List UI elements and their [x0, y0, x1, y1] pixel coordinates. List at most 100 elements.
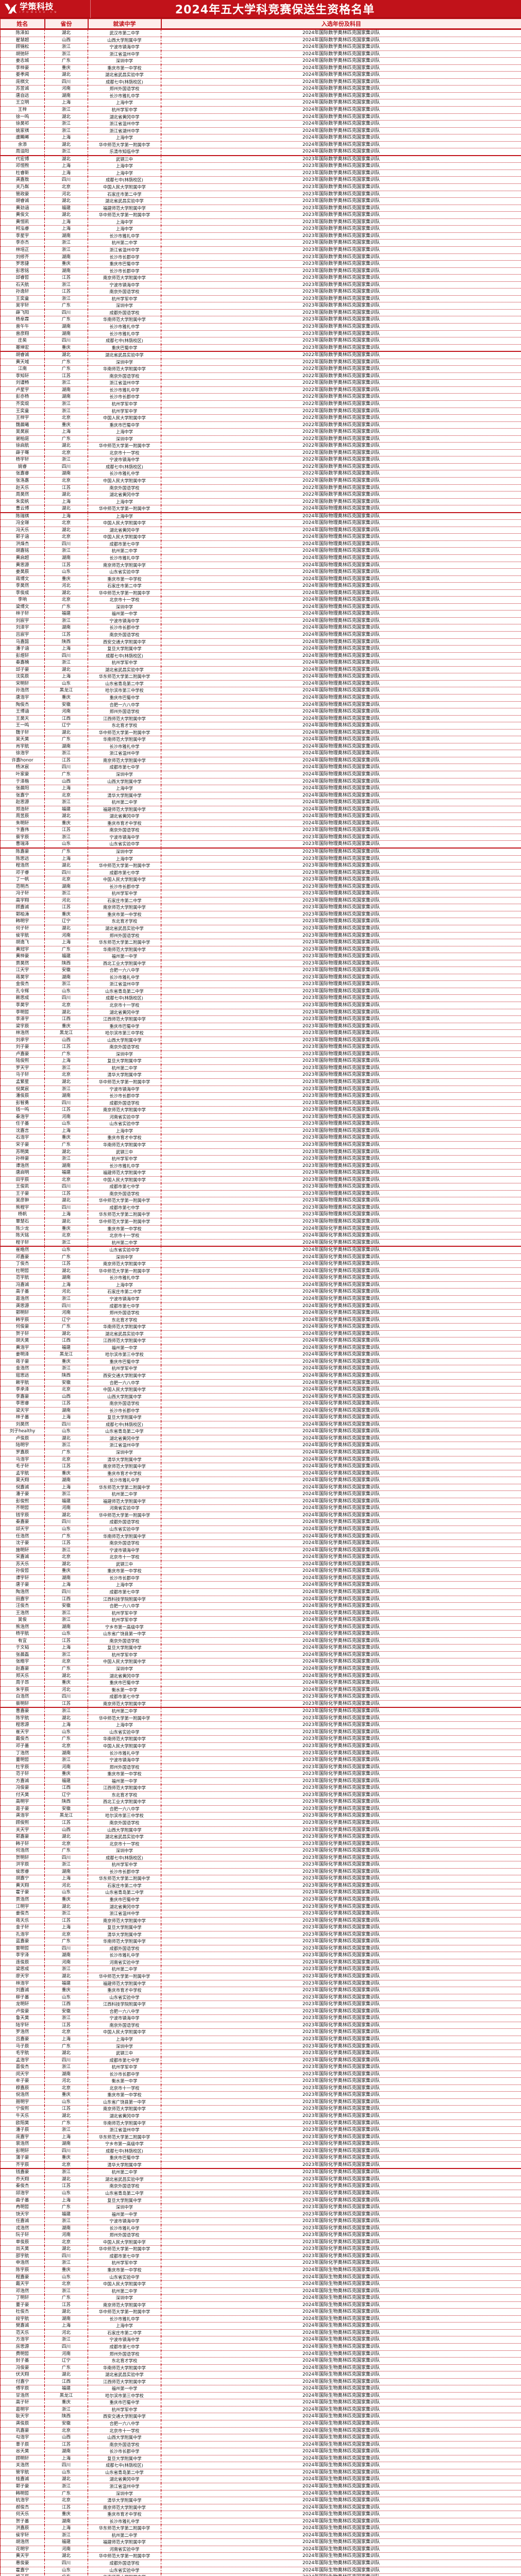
subject-year-cell: 2024年国际化学奥林匹克国家集训队 [161, 1386, 521, 1394]
student-name-cell: 贺子轩 [0, 1330, 45, 1338]
province-cell: 河南 [44, 1113, 88, 1121]
school-cell: 上海中学 [88, 2036, 161, 2043]
province-cell: 广东 [44, 1449, 88, 1456]
province-cell: 湖北 [44, 812, 88, 820]
subject-year-cell: 2022年国际数学奥林匹克国家集训队 [161, 400, 521, 408]
subject-year-cell: 2024年国际化学奥林匹克国家集训队 [161, 1323, 521, 1331]
subject-year-cell: 2024年国际化学奥林匹克国家集训队 [161, 1470, 521, 1478]
school-cell: 杭州第二中学 [88, 1707, 161, 1715]
table-row: 李星宇 湖南 长沙市雅礼中学 2023年国际数学奥林匹克国家集训队 [0, 232, 521, 240]
subject-year-cell: 2024年国际化学奥林匹克国家集训队 [161, 1644, 521, 1652]
table-row: 郭嘉豪 湖北 湖北省武昌实验中学 2023年国际化学奥林匹克国家集训队 [0, 1833, 521, 1841]
subject-year-cell: 2023年国际化学奥林匹克国家集训队 [161, 1987, 521, 1994]
school-cell: 长沙市雅礼中学 [88, 323, 161, 331]
student-name-cell: 关浩然 [0, 2462, 45, 2469]
table-row: 孙浩然 黑龙江 哈尔滨市第三中学校 2024年国际物理奥林匹克国家集训队 [0, 687, 521, 694]
student-name-cell: 梁天宇 [0, 1407, 45, 1415]
province-cell: 山东 [44, 680, 88, 688]
table-row: 侯宇轩 浙江 杭州第二中学 2024年国际生物奥林匹克国家集训队 [0, 2532, 521, 2539]
province-cell: 上海 [44, 2322, 88, 2330]
table-row: 孟繁星 湖北 华中师范大学第一附属中学 2023年国际物理奥林匹克国家集训队 [0, 1078, 521, 1086]
subject-year-cell: 2023年国际物理奥林匹克国家集训队 [161, 862, 521, 870]
subject-year-cell: 2023年国际化学奥林匹克国家集训队 [161, 2161, 521, 2169]
province-cell: 陕西 [44, 1798, 88, 1806]
table-row: 秦俊杰 江苏 南京外国语学校 2023年国际化学奥林匹克国家集训队 [0, 2182, 521, 2190]
student-name-cell: 黄启超 [0, 554, 45, 562]
student-name-cell: 霍嘉宁 [0, 2567, 45, 2574]
province-cell: 北京 [44, 2427, 88, 2435]
table-row: 何子轩 湖北 湖北省武昌实验中学 2023年国际物理奥林匹克国家集训队 [0, 925, 521, 933]
table-row: 胡天昊 江西 江西师范大学附属中学 2024年国际化学奥林匹克国家集训队 [0, 1337, 521, 1345]
student-name-cell: 侯思睿 [0, 1868, 45, 1876]
school-cell: 北京市十一学校 [88, 2427, 161, 2435]
school-cell: 华中师范大学第一附属中学 [88, 1973, 161, 1980]
subject-year-cell: 2023年国际物理奥林匹克国家集训队 [161, 1029, 521, 1037]
student-name-cell: 崔天宇 [0, 1728, 45, 1736]
school-cell: 上海中学 [88, 99, 161, 107]
subject-year-cell: 2023年国际化学奥林匹克国家集训队 [161, 2211, 521, 2218]
subject-year-cell: 2024年国际物理奥林匹克国家集训队 [161, 743, 521, 751]
subject-year-cell: 2024年国际数学奥林匹克国家集训队 [161, 29, 521, 37]
student-name-cell: 丁一帆 [0, 876, 45, 884]
table-row: 丁俊杰 江苏 南京师范大学附属中学 2024年国际化学奥林匹克国家集训队 [0, 1260, 521, 1268]
student-name-cell: 穆嘉辰 [0, 2084, 45, 2092]
table-row: 蔡明轩 江苏 南京师范大学附属中学 2023年国际化学奥林匹克国家集训队 [0, 1700, 521, 1708]
table-row: 魏子轩 湖北 华中师范大学第一附属中学 2024年国际物理奥林匹克国家集训队 [0, 729, 521, 737]
subject-year-cell: 2024年国际物理奥林匹克国家集训队 [161, 589, 521, 597]
table-row: 陈少龙 重庆 重庆市第一中学校 2024年国际化学奥林匹克国家集训队 [0, 1225, 521, 1233]
table-row: 宋明轩 山东 山东省青岛第二中学 2024年国际物理奥林匹克国家集训队 [0, 680, 521, 688]
student-name-cell: 胡逸飞 [0, 939, 45, 946]
table-row: 贺子墨 湖南 长沙市雅礼中学 2024年国际生物奥林匹克国家集训队 [0, 2518, 521, 2526]
school-cell: 深圳中学 [88, 1665, 161, 1673]
subject-year-cell: 2024年国际数学奥林匹克国家集训队 [161, 57, 521, 65]
province-cell: 上海 [44, 134, 88, 142]
province-cell: 山东 [44, 1526, 88, 1533]
subject-year-cell: 2023年国际物理奥林匹克国家集训队 [161, 1009, 521, 1016]
school-cell: 长沙市雅礼中学 [88, 2518, 161, 2526]
student-name-cell: 蹇坤宏 [0, 344, 45, 352]
table-row: 胡嘉宁 上海 华东师范大学第二附属中学 2023年国际化学奥林匹克国家集训队 [0, 1875, 521, 1883]
student-name-cell: 管政豪 [0, 191, 45, 198]
school-cell: 宁乡市第一高级中学 [88, 1623, 161, 1631]
student-name-cell: 王梓宇 [0, 414, 45, 422]
student-name-cell: 王一鸣 [0, 722, 45, 730]
province-cell: 山东 [44, 568, 88, 576]
province-cell: 浙江 [44, 127, 88, 135]
table-row: 顾锦松 浙江 宁波市镇海中学 2024年国际数学奥林匹克国家集训队 [0, 43, 521, 51]
subject-year-cell: 2023年国际数学奥林匹克国家集训队 [161, 176, 521, 184]
school-cell: 湖北省武昌实验中学 [88, 1330, 161, 1338]
province-cell: 重庆 [44, 2511, 88, 2518]
student-name-cell: 戴天宇 [0, 2280, 45, 2288]
province-cell: 湖北 [44, 491, 88, 499]
subject-year-cell: 2023年国际化学奥林匹克国家集训队 [161, 1707, 521, 1715]
province-cell: 湖北 [44, 141, 88, 149]
school-cell: 北京市十一学校 [88, 1002, 161, 1009]
school-cell: 东北育才学校 [88, 918, 161, 925]
student-name-cell: 李承泽 [0, 1386, 45, 1394]
student-name-cell: 黄浩宇 [0, 1344, 45, 1352]
province-cell: 辽宁 [44, 2357, 88, 2365]
province-cell: 北京 [44, 2084, 88, 2092]
province-cell: 湖北 [44, 1512, 88, 1519]
province-cell: 福建 [44, 2385, 88, 2393]
school-cell: 上海中学 [88, 1581, 161, 1589]
student-name-cell: 宋嘉诚 [0, 1553, 45, 1561]
table-row: 叶家豪 广东 深圳中学 2024年国际物理奥林匹克国家集训队 [0, 771, 521, 778]
subject-year-cell: 2023年国际物理奥林匹克国家集训队 [161, 1190, 521, 1198]
subject-year-cell: 2024年国际生物奥林匹克国家集训队 [161, 2497, 521, 2504]
table-row: 范明杰 湖南 长沙市长郡中学 2023年国际物理奥林匹克国家集训队 [0, 883, 521, 891]
student-name-cell: 林子轩 [0, 610, 45, 618]
table-row: 林浩宇 福建 福建师范大学附属中学 2023年国际化学奥林匹克国家集训队 [0, 1980, 521, 1988]
province-cell: 广东 [44, 2364, 88, 2372]
subject-year-cell: 2023年国际化学奥林匹克国家集训队 [161, 1819, 521, 1827]
subject-year-cell: 2023年国际物理奥林匹克国家集训队 [161, 855, 521, 863]
school-cell: 中国人民大学附属中学 [88, 2239, 161, 2246]
province-cell: 湖北 [44, 1973, 88, 1980]
province-cell: 浙江 [44, 1365, 88, 1372]
table-row: 甘浩然 黑龙江 哈尔滨市第三中学校 2024年国际生物奥林匹克国家集训队 [0, 2392, 521, 2400]
school-cell: 石家庄市第二中学 [88, 191, 161, 198]
table-row: 杜睿新 上海 上海中学 2023年国际数学奥林匹克国家集训队 [0, 170, 521, 177]
school-cell: 重庆市第一中学校 [88, 1225, 161, 1233]
school-cell: 长沙市雅礼中学 [88, 1477, 161, 1484]
subject-year-cell: 2023年国际化学奥林匹克国家集训队 [161, 2225, 521, 2232]
